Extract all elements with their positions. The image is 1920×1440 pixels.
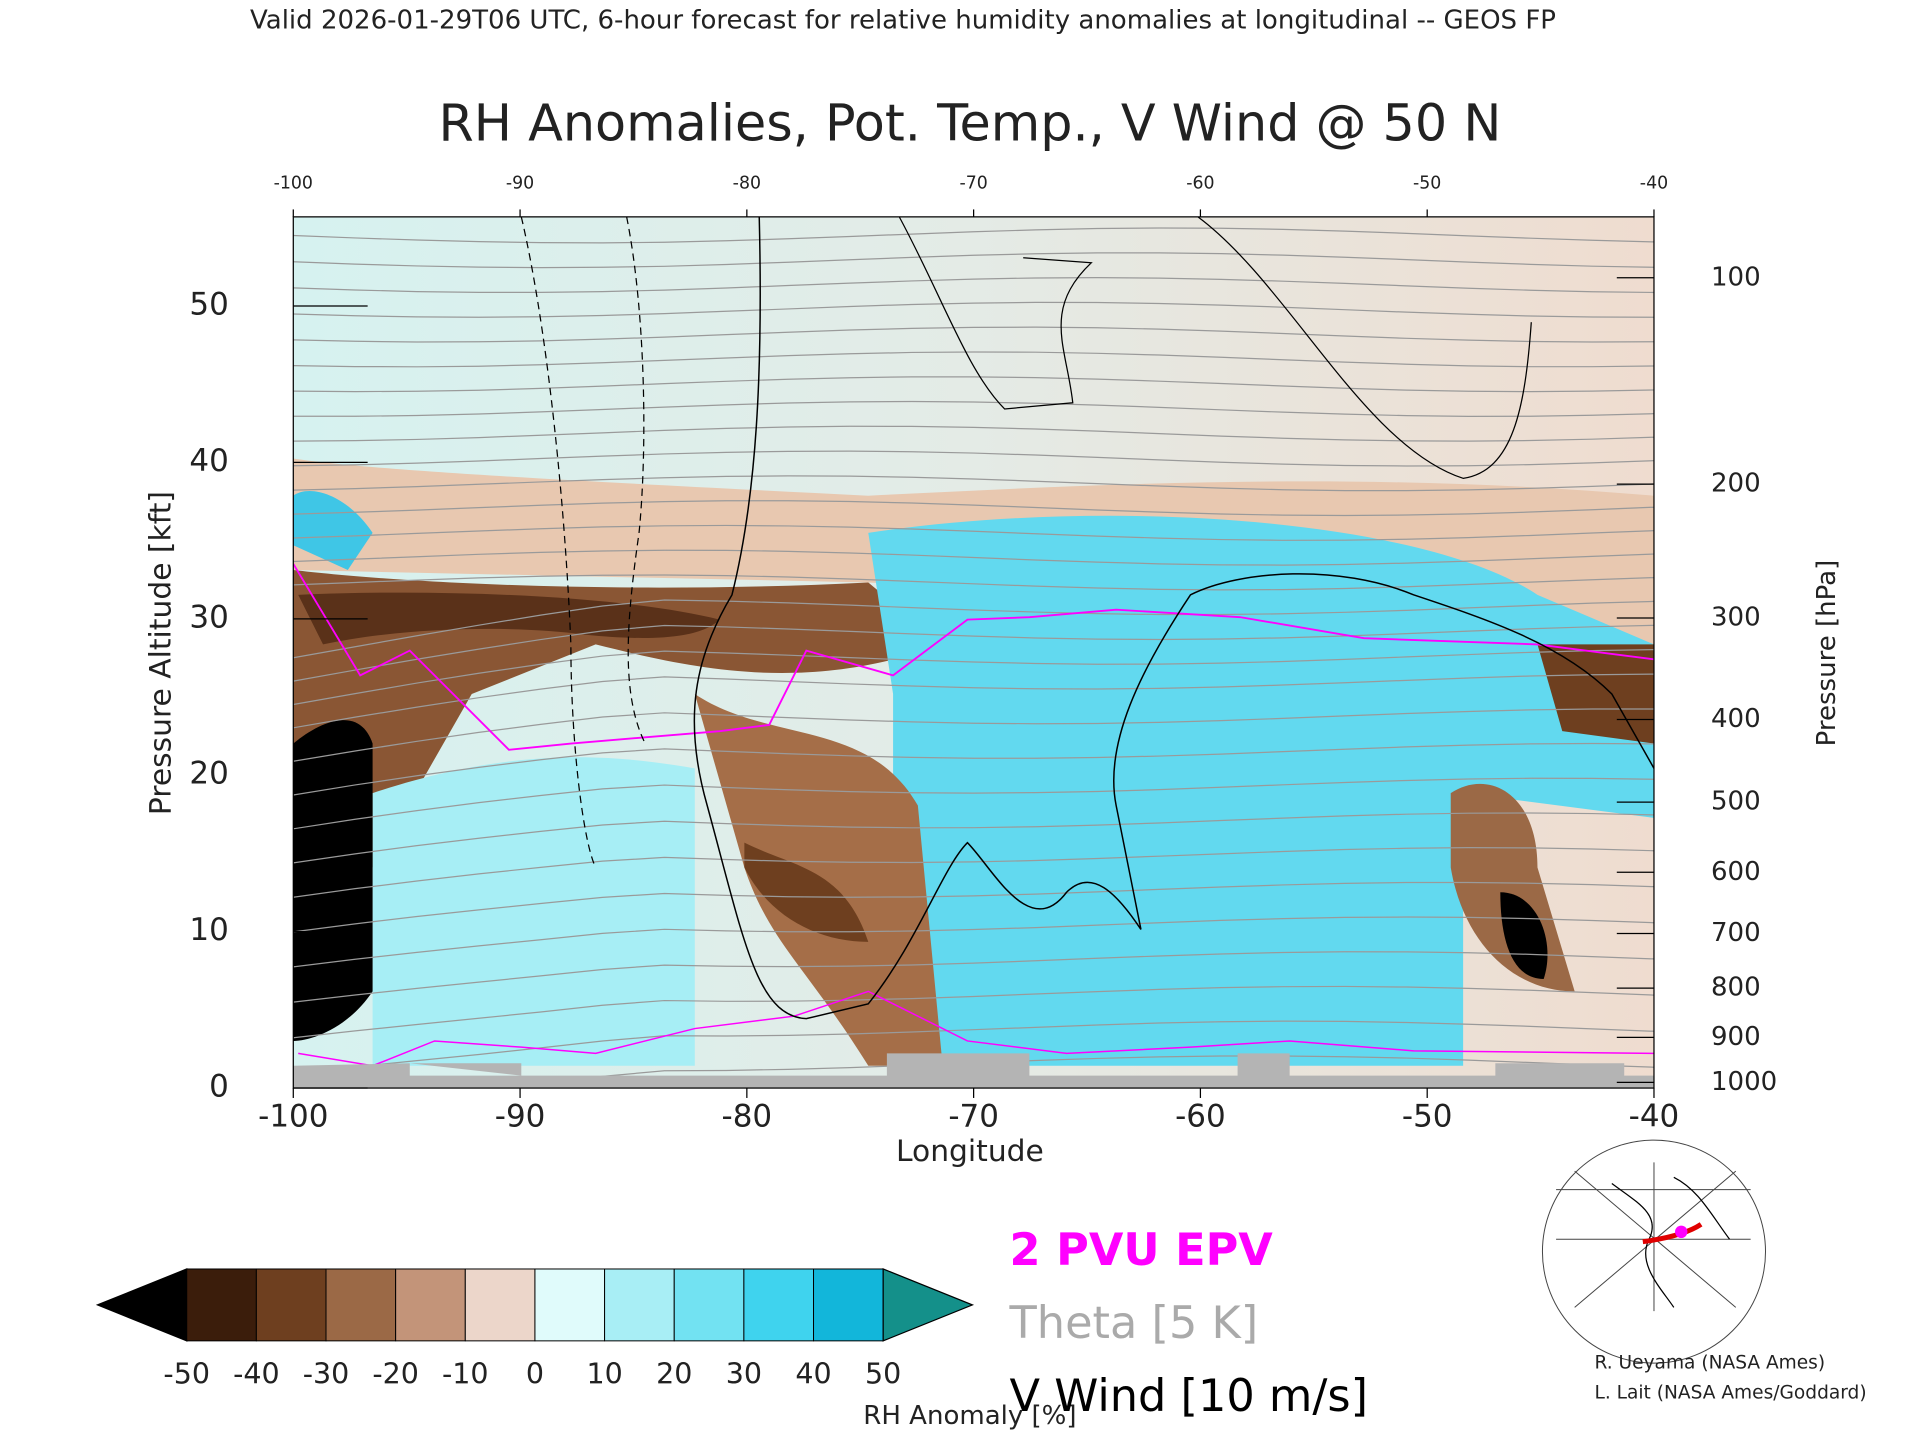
x-tick-label-top: -90	[506, 173, 534, 193]
legend-entry: V Wind [10 m/s]	[1010, 1370, 1368, 1422]
chart-title: RH Anomalies, Pot. Temp., V Wind @ 50 N	[438, 93, 1501, 152]
x-tick-label: -60	[1175, 1098, 1226, 1134]
y2-tick-label: 100	[1711, 262, 1761, 292]
colorbar-tick-label: 30	[726, 1358, 762, 1391]
y-tick-label: 20	[189, 756, 228, 792]
y-axis-label: Pressure Altitude [kft]	[143, 491, 178, 815]
y-tick-label: 40	[189, 443, 228, 479]
colorbar-tick-label: 40	[795, 1358, 831, 1391]
credit: L. Lait (NASA Ames/Goddard)	[1594, 1382, 1866, 1403]
y-tick-label: 10	[189, 912, 228, 948]
y2-tick-label: 500	[1711, 787, 1761, 817]
y-tick-label: 30	[189, 599, 228, 635]
colorbar-segment	[464, 1268, 536, 1342]
colorbar-tick-label: -30	[303, 1358, 350, 1391]
colorbar-tick-label: 0	[526, 1358, 544, 1391]
colorbar-tick-label: -20	[372, 1358, 419, 1391]
x-tick-label-top: -80	[733, 173, 761, 193]
x-tick-label-top: -40	[1640, 173, 1668, 193]
x-tick-label: -40	[1629, 1098, 1680, 1134]
x-tick-label: -80	[722, 1098, 773, 1134]
y2-tick-label: 800	[1711, 973, 1761, 1003]
y2-tick-label: 200	[1711, 469, 1761, 499]
colorbar-tick-label: -10	[442, 1358, 489, 1391]
header: Valid 2026-01-29T06 UTC, 6-hour forecast…	[250, 6, 1556, 36]
colorbar-segment	[673, 1268, 745, 1342]
credit: R. Ueyama (NASA Ames)	[1594, 1353, 1825, 1374]
x-tick-label: -100	[258, 1098, 328, 1134]
y2-axis-label: Pressure [hPa]	[1812, 560, 1842, 747]
colorbar-tick-label: 10	[586, 1358, 622, 1391]
legend-entry: Theta [5 K]	[1009, 1297, 1259, 1349]
x-tick-label: -90	[495, 1098, 546, 1134]
y2-tick-label: 1000	[1711, 1067, 1777, 1097]
y2-tick-label: 700	[1711, 918, 1761, 948]
colorbar-label: RH Anomaly [%]	[863, 1401, 1076, 1431]
colorbar-ext-high	[882, 1268, 975, 1342]
x-tick-label-top: -100	[274, 173, 313, 193]
y-tick-label: 50	[189, 287, 228, 323]
colorbar-tick-label: -40	[233, 1358, 280, 1391]
colorbar-segment	[395, 1268, 466, 1342]
colorbar-tick-label: 50	[865, 1358, 901, 1391]
colorbar-ext-low	[95, 1268, 188, 1342]
x-axis-label: Longitude	[896, 1134, 1044, 1169]
colorbar-segment	[534, 1268, 606, 1342]
x-tick-label: -70	[948, 1098, 999, 1134]
colorbar-tick-label: -50	[163, 1358, 210, 1391]
y-tick-label: 0	[209, 1069, 229, 1105]
colorbar-segment	[813, 1268, 884, 1342]
colorbar-segment	[255, 1268, 327, 1342]
colorbar-segment	[743, 1268, 815, 1342]
y2-tick-label: 900	[1711, 1022, 1761, 1052]
y2-tick-label: 300	[1711, 603, 1761, 633]
y2-tick-label: 400	[1711, 704, 1761, 734]
x-tick-label-top: -60	[1186, 173, 1214, 193]
colorbar-segment	[325, 1268, 397, 1342]
colorbar-tick-label: 20	[656, 1358, 692, 1391]
legend-entry: 2 PVU EPV	[1010, 1224, 1274, 1276]
field	[293, 216, 1654, 1089]
colorbar-segment	[186, 1268, 257, 1342]
x-tick-label: -50	[1402, 1098, 1453, 1134]
locator-map	[1541, 1139, 1767, 1364]
colorbar-segment	[604, 1268, 675, 1342]
x-tick-label-top: -50	[1413, 173, 1441, 193]
y2-tick-label: 600	[1711, 857, 1761, 887]
x-tick-label-top: -70	[959, 173, 987, 193]
